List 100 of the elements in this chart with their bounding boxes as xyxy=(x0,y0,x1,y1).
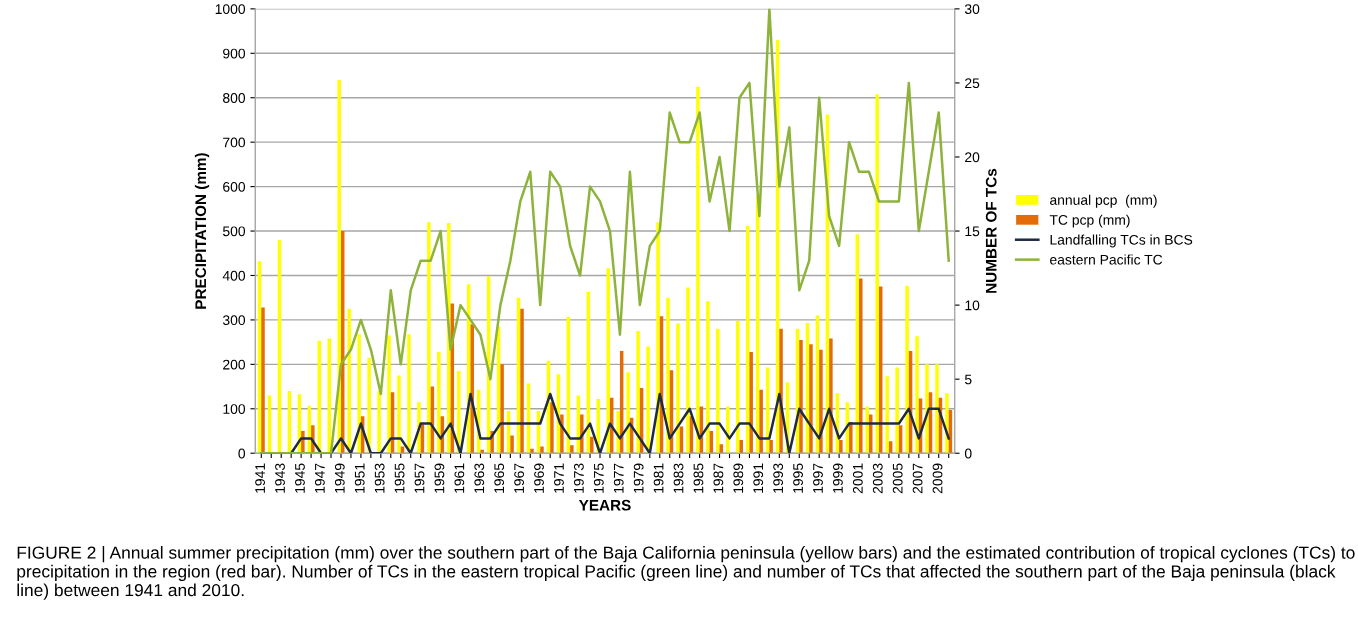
bar xyxy=(357,334,361,454)
x-axis-title: YEARS xyxy=(578,499,631,511)
y-tick-label: 0 xyxy=(238,448,246,459)
bar xyxy=(550,402,554,454)
y-tick-label: 300 xyxy=(222,315,246,326)
x-tick-label: 1995 xyxy=(793,463,803,493)
bar xyxy=(520,308,524,454)
y2-tick-label: 15 xyxy=(965,226,980,237)
x-tick-label: 1981 xyxy=(653,463,664,493)
y2-tick-label: 25 xyxy=(965,78,980,89)
x-tick-label: 1987 xyxy=(713,463,724,493)
x-tick-label: 1969 xyxy=(534,463,544,493)
x-tick-label: 1961 xyxy=(454,463,465,493)
x-tick-label: 1959 xyxy=(434,463,445,493)
y2-axis-title: NUMBER OF TCs xyxy=(985,168,997,293)
y-axis-title: PRECIPITATION (mm) xyxy=(194,153,210,309)
x-tick-label: 2001 xyxy=(852,463,863,494)
x-tick-label: 1997 xyxy=(813,463,823,493)
bar xyxy=(437,351,441,454)
bar xyxy=(377,391,381,454)
x-tick-label: 2009 xyxy=(932,463,943,494)
x-tick-label: 1991 xyxy=(753,463,764,493)
x-tick-label: 1993 xyxy=(773,463,784,493)
bar xyxy=(769,439,773,454)
bar xyxy=(457,371,461,454)
x-tick-label: 1943 xyxy=(275,463,285,493)
bar xyxy=(606,268,610,454)
line-series xyxy=(260,8,950,454)
x-tick-label: 1977 xyxy=(613,463,624,493)
bar xyxy=(407,334,411,454)
bar xyxy=(530,448,534,454)
y-tick-label: 200 xyxy=(223,359,246,370)
x-tick-label: 1951 xyxy=(354,463,365,493)
bar xyxy=(570,445,574,454)
bar xyxy=(367,357,371,454)
bar xyxy=(819,349,823,454)
y2-tick-label: 20 xyxy=(965,152,980,163)
bar xyxy=(480,449,484,454)
y-tick-label: 500 xyxy=(222,226,246,237)
bar xyxy=(646,346,650,454)
bar xyxy=(759,389,763,454)
bar xyxy=(915,336,919,454)
x-tick-label: 1965 xyxy=(494,463,505,493)
x-tick-label: 1957 xyxy=(414,463,425,493)
bar xyxy=(716,328,720,454)
bar xyxy=(347,308,351,454)
y-tick-label: 700 xyxy=(223,137,246,148)
bar xyxy=(859,278,863,454)
x-tick-label: 1949 xyxy=(334,463,345,493)
bar xyxy=(666,297,670,454)
bar xyxy=(696,86,700,454)
x-tick-label: 1945 xyxy=(295,463,305,493)
legend-label: TC pcp (mm) xyxy=(1049,214,1130,228)
x-tick-label: 1983 xyxy=(673,463,684,493)
bar xyxy=(337,79,341,454)
bar xyxy=(397,375,401,454)
x-tick-label: 2005 xyxy=(892,463,903,494)
x-tick-label: 1999 xyxy=(833,463,843,493)
y-tick-label: 600 xyxy=(223,181,246,192)
y2-tick-label: 5 xyxy=(964,374,972,385)
x-tick-label: 1963 xyxy=(474,463,485,493)
legend-label: annual pcp (mm) xyxy=(1050,194,1157,208)
bar xyxy=(706,301,710,454)
bar xyxy=(427,222,431,454)
bar xyxy=(849,422,853,454)
bar xyxy=(809,344,813,454)
bar xyxy=(686,287,690,454)
y2-tick-label: 0 xyxy=(964,448,972,459)
bar xyxy=(726,406,730,454)
x-tick-label: 1975 xyxy=(593,463,604,493)
x-tick-label: 1947 xyxy=(314,463,325,493)
y-tick-label: 900 xyxy=(223,48,246,59)
bar xyxy=(749,351,753,454)
bar xyxy=(387,335,391,454)
bar xyxy=(935,364,939,454)
bar xyxy=(839,439,843,454)
caption: FIGURE 2 | Annual summer precipitation (mm) over the southern part of the Baja California peninsula (yellow bars) and the estimated contribution of tropical cyclones (TCs) to precipitation in the region (red bar). Number of TCs in the eastern tropical Pacific (green line) and number of TCs that affected the southern part of the Baja peninsula (black line) between 1941 and 2010. xyxy=(17,546,1355,600)
bar xyxy=(925,364,929,454)
bar xyxy=(885,376,889,454)
bar xyxy=(799,339,803,454)
bar xyxy=(739,439,743,454)
x-tick-label: 1973 xyxy=(573,463,584,493)
bar xyxy=(676,323,680,454)
x-tick-label: 1985 xyxy=(693,463,704,493)
x-tick-label: 1953 xyxy=(374,463,385,493)
y-tick-label: 100 xyxy=(223,404,246,414)
bar xyxy=(540,446,544,454)
x-tick-label: 2007 xyxy=(912,463,923,494)
y-tick-label: 400 xyxy=(222,270,246,281)
x-tick-label: 1979 xyxy=(633,463,644,493)
x-tick-label: 1989 xyxy=(733,463,744,493)
bar xyxy=(590,436,594,454)
bar xyxy=(626,372,630,454)
bar xyxy=(895,367,899,454)
y-tick-label: 800 xyxy=(223,93,246,103)
bar xyxy=(875,94,879,454)
y2-tick-label: 30 xyxy=(964,4,980,15)
legend-label: Landfalling TCs in BCS xyxy=(1050,234,1193,248)
bar xyxy=(829,338,833,454)
x-tick-label: 1955 xyxy=(394,463,405,493)
